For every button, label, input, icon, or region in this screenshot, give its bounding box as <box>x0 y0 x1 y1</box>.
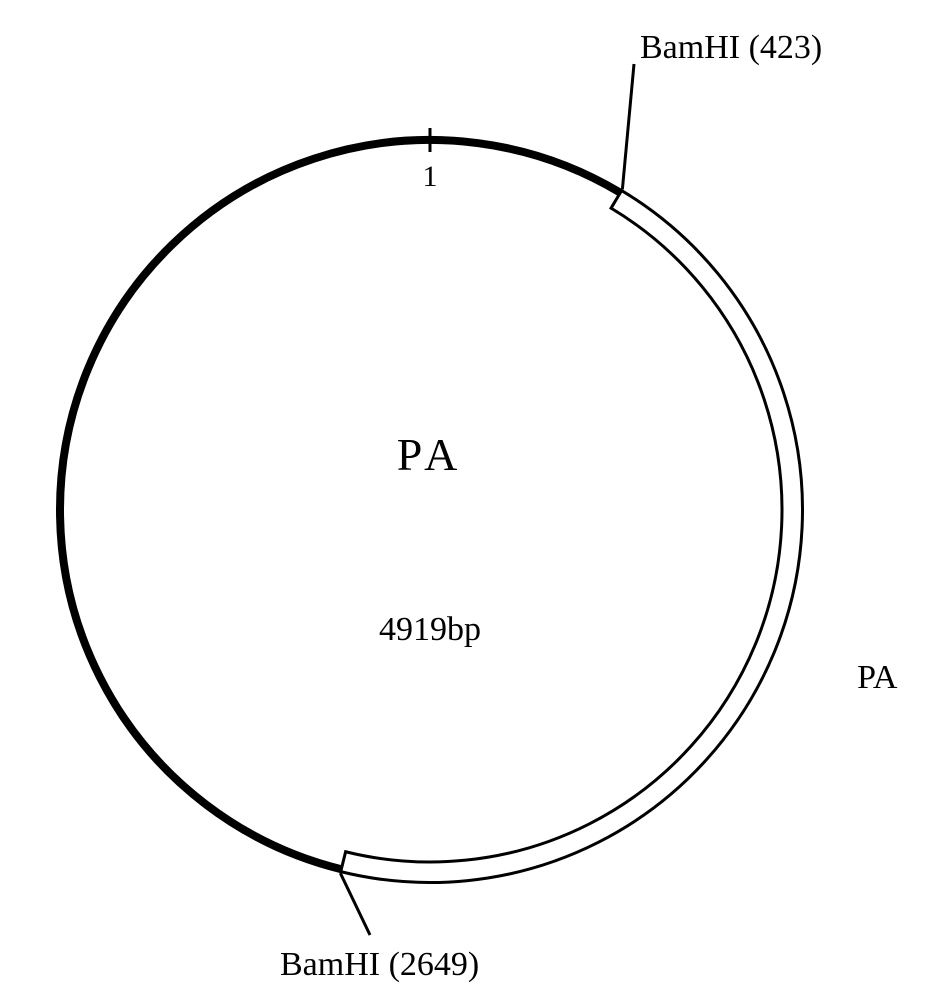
feature-arc-cap <box>340 850 346 873</box>
site-leader-bamhi-2649 <box>340 873 370 935</box>
plasmid-size: 4919bp <box>379 611 481 648</box>
feature-arc-outer <box>341 191 803 883</box>
origin-label: 1 <box>423 160 438 193</box>
site-label-bamhi-423: BamHI (423) <box>640 29 822 66</box>
site-leader-bamhi-423 <box>622 64 634 189</box>
plasmid-name: PA <box>397 429 464 480</box>
feature-arc-inner <box>346 208 782 862</box>
feature-label-pa: PA <box>857 659 898 696</box>
site-label-bamhi-2649: BamHI (2649) <box>280 946 479 983</box>
plasmid-backbone <box>60 140 620 869</box>
